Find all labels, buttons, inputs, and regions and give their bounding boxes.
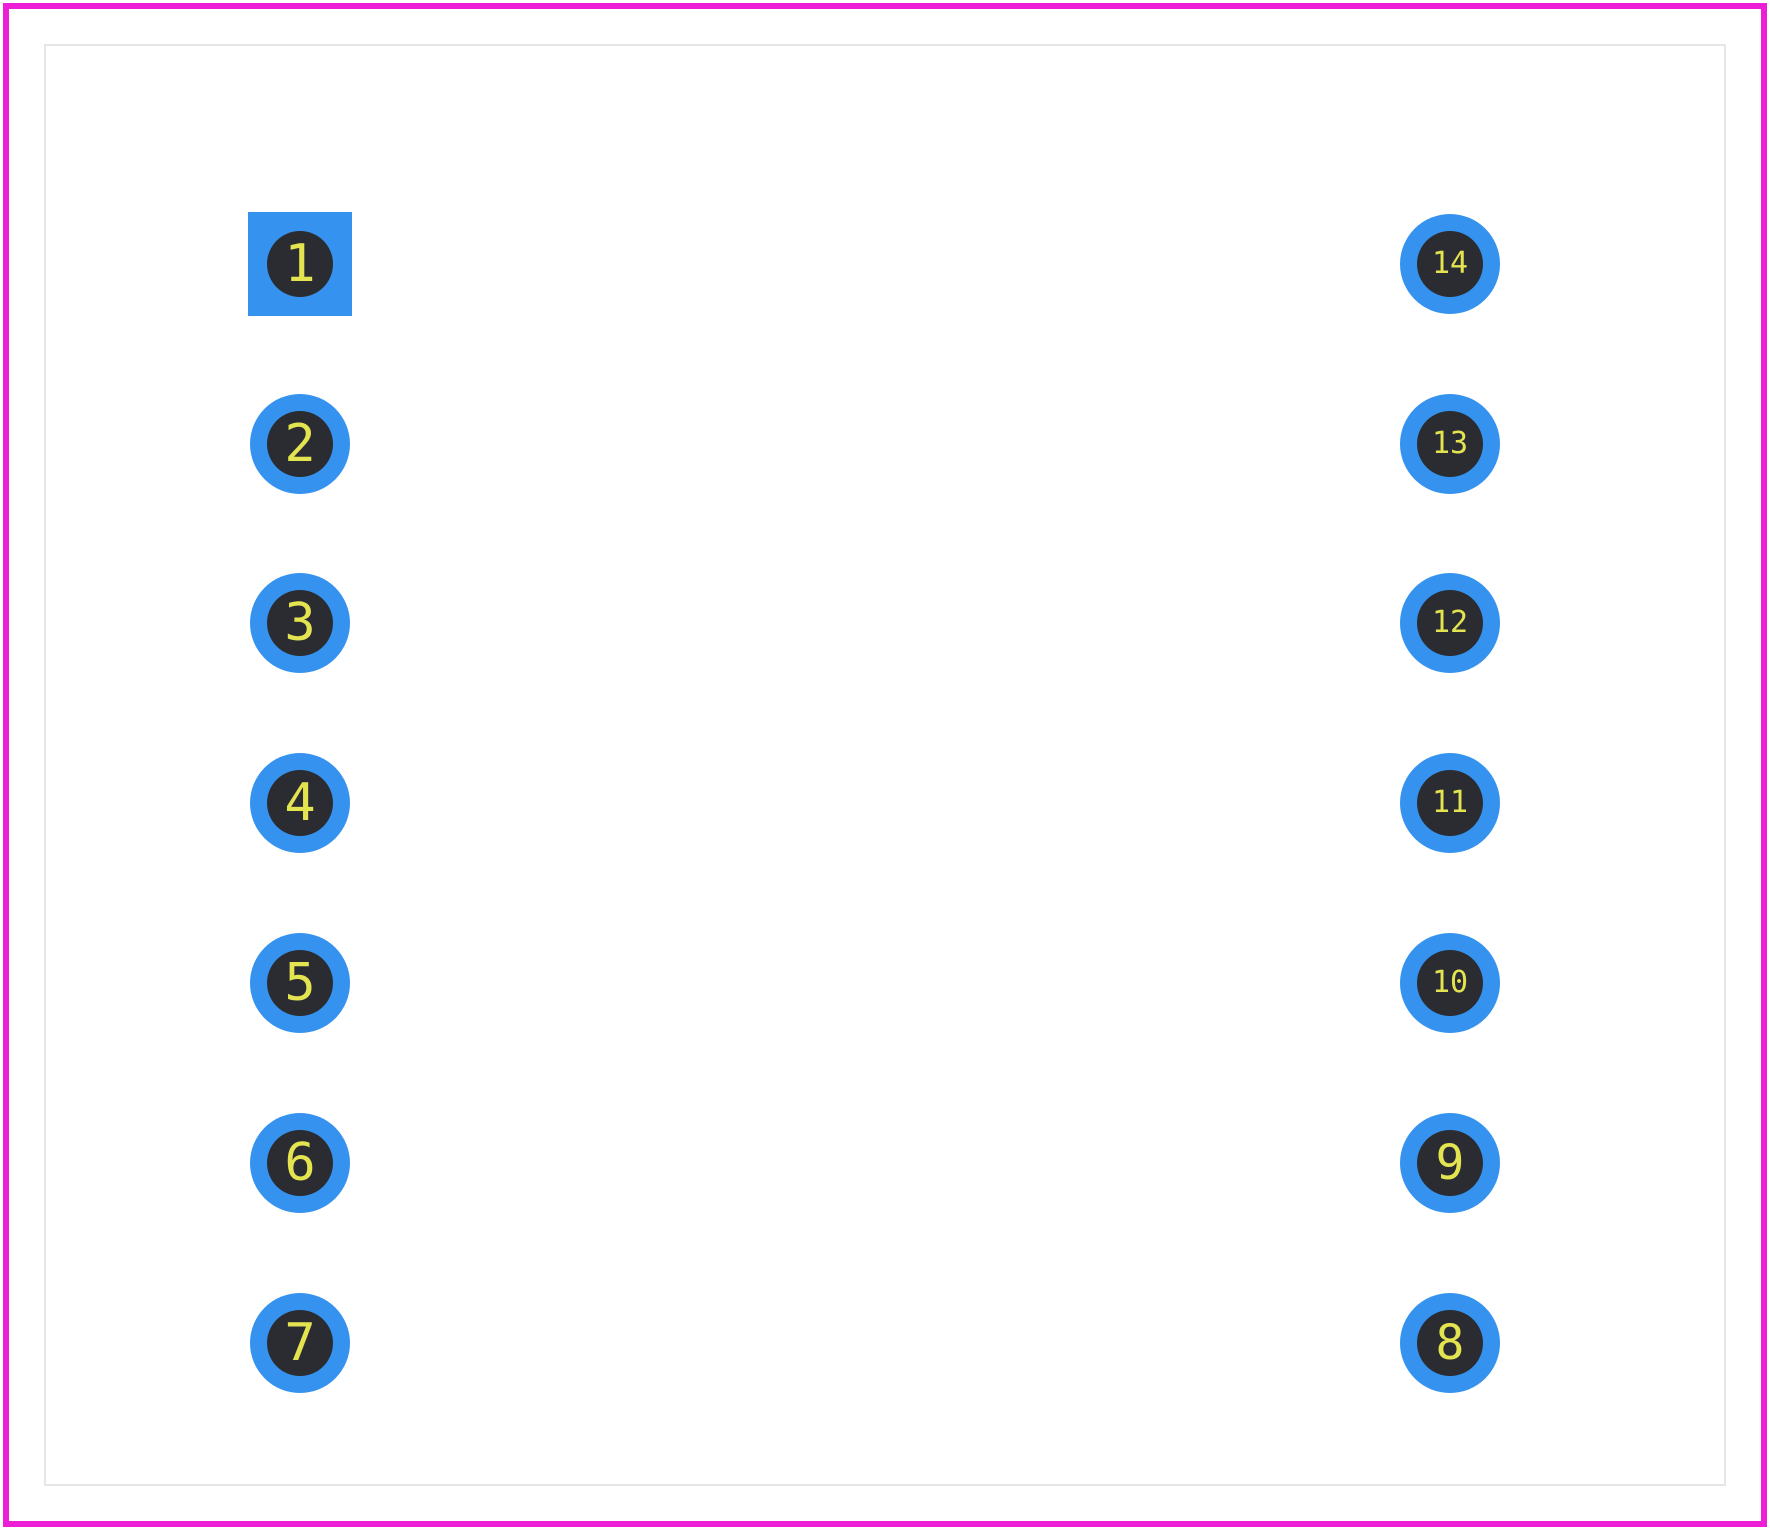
pin-label: 9	[1436, 1139, 1465, 1187]
pin-8: 8	[1400, 1293, 1500, 1393]
pin-label: 12	[1432, 608, 1468, 638]
pin-ring: 10	[1400, 933, 1500, 1033]
pin-hole: 12	[1417, 590, 1483, 656]
pin-label: 13	[1432, 429, 1468, 459]
pin-12: 12	[1400, 573, 1500, 673]
pin-label: 8	[1436, 1319, 1465, 1367]
pin-label: 4	[284, 777, 315, 829]
pin-2: 2	[250, 394, 350, 494]
pin-5: 5	[250, 933, 350, 1033]
pin-ring: 12	[1400, 573, 1500, 673]
pin-7: 7	[250, 1293, 350, 1393]
pin-ring: 7	[250, 1293, 350, 1393]
pin-hole: 5	[267, 950, 333, 1016]
pin-hole: 11	[1417, 770, 1483, 836]
pin-hole: 9	[1417, 1130, 1483, 1196]
pin-6: 6	[250, 1113, 350, 1213]
pin-label: 7	[284, 1317, 315, 1369]
pin-3: 3	[250, 573, 350, 673]
pin-hole: 2	[267, 411, 333, 477]
pin-hole: 1	[267, 231, 333, 297]
pin-14: 14	[1400, 214, 1500, 314]
pin-ring: 9	[1400, 1113, 1500, 1213]
pin-label: 11	[1432, 788, 1468, 818]
pin-label: 10	[1432, 968, 1468, 998]
pin-ring: 6	[250, 1113, 350, 1213]
pin-10: 10	[1400, 933, 1500, 1033]
pin-label: 6	[284, 1137, 315, 1189]
pin-ring: 1	[248, 212, 352, 316]
pin-label: 3	[284, 597, 315, 649]
pin-ring: 4	[250, 753, 350, 853]
pin-13: 13	[1400, 394, 1500, 494]
pin-ring: 13	[1400, 394, 1500, 494]
pin-11: 11	[1400, 753, 1500, 853]
pin-hole: 3	[267, 590, 333, 656]
pin-label: 5	[284, 957, 315, 1009]
pin-hole: 4	[267, 770, 333, 836]
pin-label: 14	[1432, 249, 1468, 279]
pin-hole: 7	[267, 1310, 333, 1376]
pin-hole: 6	[267, 1130, 333, 1196]
pin-hole: 13	[1417, 411, 1483, 477]
pin-label: 1	[284, 238, 315, 290]
pin-1: 1	[248, 212, 352, 316]
pin-9: 9	[1400, 1113, 1500, 1213]
pin-ring: 14	[1400, 214, 1500, 314]
footprint-canvas: 1234567891011121314	[0, 0, 1770, 1530]
pin-hole: 14	[1417, 231, 1483, 297]
pin-label: 2	[284, 418, 315, 470]
pin-hole: 10	[1417, 950, 1483, 1016]
pin-ring: 11	[1400, 753, 1500, 853]
pin-hole: 8	[1417, 1310, 1483, 1376]
pin-4: 4	[250, 753, 350, 853]
pin-ring: 2	[250, 394, 350, 494]
pin-ring: 3	[250, 573, 350, 673]
pin-ring: 5	[250, 933, 350, 1033]
pin-ring: 8	[1400, 1293, 1500, 1393]
